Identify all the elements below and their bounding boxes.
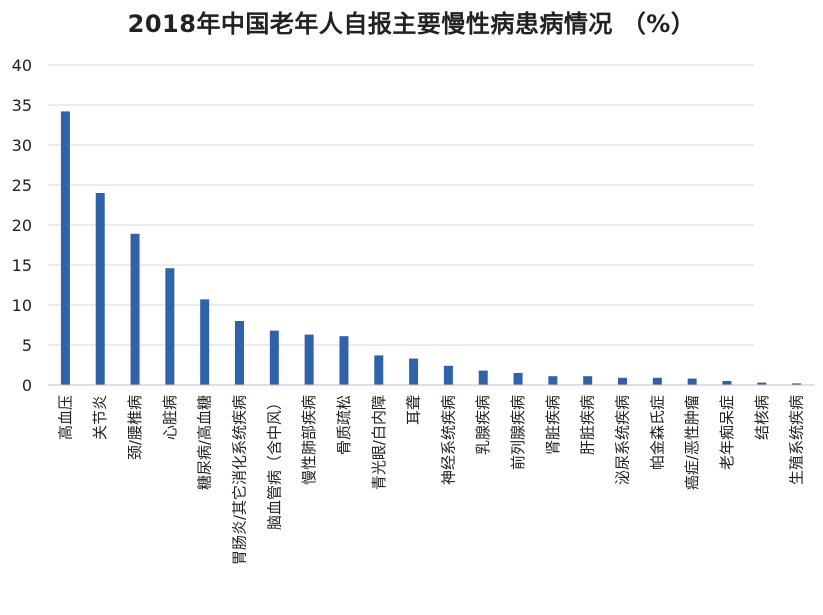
x-tick-label: 神经系统疾病 (439, 395, 457, 485)
bar (513, 373, 523, 385)
x-tick-label: 糖尿病/高血糖 (196, 395, 214, 490)
x-tick-label: 脑血管病（含中风） (265, 395, 283, 530)
x-tick-label: 耳聋 (405, 395, 423, 425)
bar (165, 268, 175, 385)
x-tick-label: 肾脏疾病 (544, 395, 562, 455)
bar (757, 382, 767, 385)
bar (722, 381, 732, 385)
x-tick-label: 泌尿系统疾病 (614, 395, 632, 485)
x-tick-label: 结核病 (753, 395, 771, 440)
x-tick-label: 胃肠炎/其它消化系统疾病 (231, 395, 249, 565)
y-axis-ticks: 0 5 10 15 20 25 30 35 40 (12, 56, 32, 395)
bar (339, 336, 349, 385)
bar (200, 299, 210, 385)
bar (409, 358, 419, 385)
x-tick-label: 心脏病 (161, 395, 179, 440)
x-tick-label: 癌症/恶性肿瘤 (683, 395, 701, 490)
x-tick-label: 青光眼/白内障 (370, 395, 388, 490)
y-tick-label: 5 (22, 336, 32, 355)
x-tick-label: 颈/腰椎病 (126, 395, 144, 460)
chart-title: 2018年中国老年人自报主要慢性病患病情况 （%） (127, 10, 696, 38)
bar (304, 334, 314, 385)
bar (269, 330, 279, 385)
x-tick-label: 帕金森氏症 (648, 395, 666, 470)
x-tick-label: 前列腺疾病 (509, 395, 527, 470)
bar (583, 376, 593, 385)
x-tick-label: 生殖系统疾病 (788, 395, 806, 485)
x-tick-label: 慢性肺部疾病 (300, 395, 318, 485)
y-tick-label: 0 (22, 376, 32, 395)
x-tick-label: 乳腺疾病 (474, 395, 492, 455)
y-tick-label: 10 (12, 296, 32, 315)
bar (652, 377, 662, 385)
y-tick-label: 35 (12, 96, 32, 115)
y-tick-label: 30 (12, 136, 32, 155)
y-tick-label: 25 (12, 176, 32, 195)
y-tick-label: 40 (12, 56, 32, 75)
x-tick-label: 肝脏疾病 (579, 395, 597, 455)
bar (374, 355, 384, 385)
bar (548, 376, 558, 385)
bar (478, 370, 488, 385)
bar (95, 193, 105, 385)
y-tick-label: 20 (12, 216, 32, 235)
bar (792, 383, 802, 385)
bar (235, 321, 244, 385)
x-axis-labels: 高血压 关节炎 颈/腰椎病 心脏病 糖尿病/高血糖 胃肠炎/其它消化系统疾病 脑血管病（含中… (56, 395, 805, 565)
bar (130, 233, 140, 385)
bar (618, 377, 627, 385)
x-tick-label: 骨质疏松 (335, 395, 353, 455)
bars (60, 111, 802, 386)
x-tick-label: 高血压 (56, 395, 74, 440)
grid-layer (48, 64, 754, 346)
bar (687, 378, 697, 385)
y-tick-label: 15 (12, 256, 32, 275)
x-tick-label: 老年痴呆症 (718, 395, 736, 470)
bar (443, 365, 453, 385)
x-tick-label: 关节炎 (91, 395, 109, 440)
bar (60, 111, 70, 386)
